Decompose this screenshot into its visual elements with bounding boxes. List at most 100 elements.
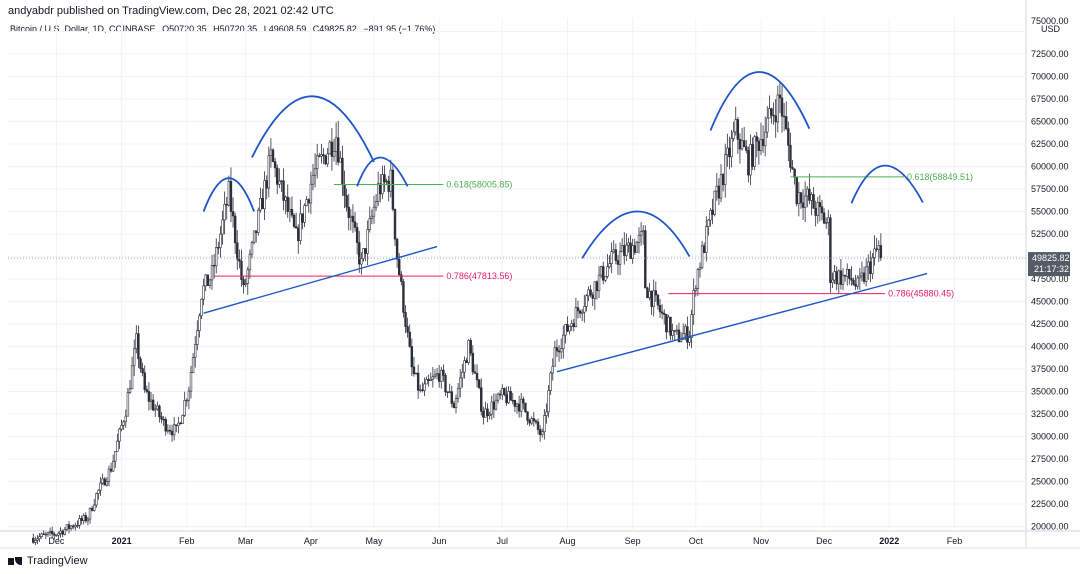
candle-body xyxy=(124,415,127,423)
candle-body xyxy=(477,379,481,388)
candle-body xyxy=(389,169,393,192)
candle-body xyxy=(873,248,876,258)
ohlc-close: C49825.82 xyxy=(312,24,357,34)
price-tick-label: 25000.00 xyxy=(1031,477,1069,487)
candle-body xyxy=(770,108,773,116)
candle-body xyxy=(95,493,98,506)
candle-body xyxy=(311,174,315,185)
candle-body xyxy=(456,387,460,399)
candle-body xyxy=(452,403,456,409)
candle-body xyxy=(271,149,275,162)
candle-body xyxy=(309,183,313,204)
candle-body xyxy=(482,411,485,418)
candle-body xyxy=(465,360,468,364)
candle-body xyxy=(97,489,100,494)
candle-body xyxy=(402,281,405,313)
candle-body xyxy=(814,207,817,216)
time-tick-label: 2021 xyxy=(112,536,132,546)
candle-body xyxy=(572,323,575,328)
candle-body xyxy=(545,411,548,416)
candle-body xyxy=(263,180,266,210)
candle-body xyxy=(198,315,201,331)
candle-body xyxy=(702,245,706,253)
candle-body xyxy=(196,330,199,345)
candle-body xyxy=(730,138,733,158)
candle-body xyxy=(848,269,851,279)
candle-body xyxy=(492,401,496,410)
candle-body xyxy=(280,180,283,182)
candle-body xyxy=(172,424,176,436)
time-tick-label: May xyxy=(365,536,383,546)
time-tick-label: Feb xyxy=(947,536,963,546)
candle-body xyxy=(276,167,279,185)
candle-body xyxy=(833,271,836,281)
candle-body xyxy=(215,247,218,267)
price-tick-label: 52500.00 xyxy=(1031,229,1069,239)
candle-body xyxy=(332,151,336,157)
candle-body xyxy=(162,418,165,421)
time-axis[interactable]: Dec 2021 Feb Mar Apr May Jun Jul Aug Sep Oct Nov Dec… xyxy=(48,536,962,546)
candle-body xyxy=(593,281,597,299)
trendlines xyxy=(203,245,928,373)
candle-body xyxy=(231,211,235,217)
price-tick-label: 72500.00 xyxy=(1031,49,1069,59)
candle-body xyxy=(606,266,609,277)
candle-body xyxy=(726,147,729,156)
candle-body xyxy=(749,144,752,176)
candle-body xyxy=(65,524,69,530)
axis-unit-label: USD xyxy=(1041,24,1061,34)
candle-body xyxy=(78,518,81,526)
candle-body xyxy=(562,334,565,350)
pattern-arc xyxy=(202,177,255,212)
candle-body xyxy=(829,217,832,283)
candle-body xyxy=(242,279,245,286)
candle-body xyxy=(345,195,348,208)
candle-body xyxy=(650,290,653,307)
candle-body xyxy=(631,245,634,259)
grid xyxy=(0,0,1080,549)
candle-body xyxy=(879,245,883,259)
candle-body xyxy=(570,323,573,327)
candle-body xyxy=(860,272,864,277)
time-tick-label: Oct xyxy=(689,536,704,546)
candle-body xyxy=(854,284,857,287)
candle-body xyxy=(154,408,157,411)
candle-body xyxy=(53,533,56,536)
ohlc-high: H50720.35 xyxy=(213,24,258,34)
candle-body xyxy=(620,245,624,253)
candle-body xyxy=(135,333,138,350)
candle-body xyxy=(480,387,483,412)
candle-body xyxy=(496,393,500,401)
candle-body xyxy=(88,507,92,520)
price-axis[interactable]: 20000.00 22500.00 25000.00 27500.00 30000.00… xyxy=(1031,49,1069,532)
candle-body xyxy=(278,180,281,185)
candle-body xyxy=(337,137,340,163)
candle-body xyxy=(50,530,54,535)
candle-body xyxy=(810,194,813,201)
candle-body xyxy=(469,340,472,354)
candle-body xyxy=(654,290,658,296)
candle-body xyxy=(871,257,874,274)
price-tick-label: 62500.00 xyxy=(1031,139,1069,149)
candle-body xyxy=(509,391,512,401)
candle-body xyxy=(322,154,325,157)
candle-body xyxy=(753,136,756,167)
candle-body xyxy=(696,269,700,289)
candle-body xyxy=(547,390,550,413)
price-tick-label: 55000.00 xyxy=(1031,207,1069,217)
candle-body xyxy=(557,350,561,353)
candle-body xyxy=(273,161,277,169)
candle-body xyxy=(690,314,693,338)
candle-body xyxy=(250,242,254,255)
candle-body xyxy=(629,242,632,259)
candle-body xyxy=(374,201,378,208)
candle-body xyxy=(370,215,374,219)
candle-body xyxy=(694,288,697,291)
candle-body xyxy=(734,119,737,133)
candle-body xyxy=(551,365,554,374)
candle-body xyxy=(608,263,611,268)
candle-body xyxy=(99,482,102,491)
candle-body xyxy=(526,411,529,421)
pattern-arc xyxy=(356,156,409,187)
